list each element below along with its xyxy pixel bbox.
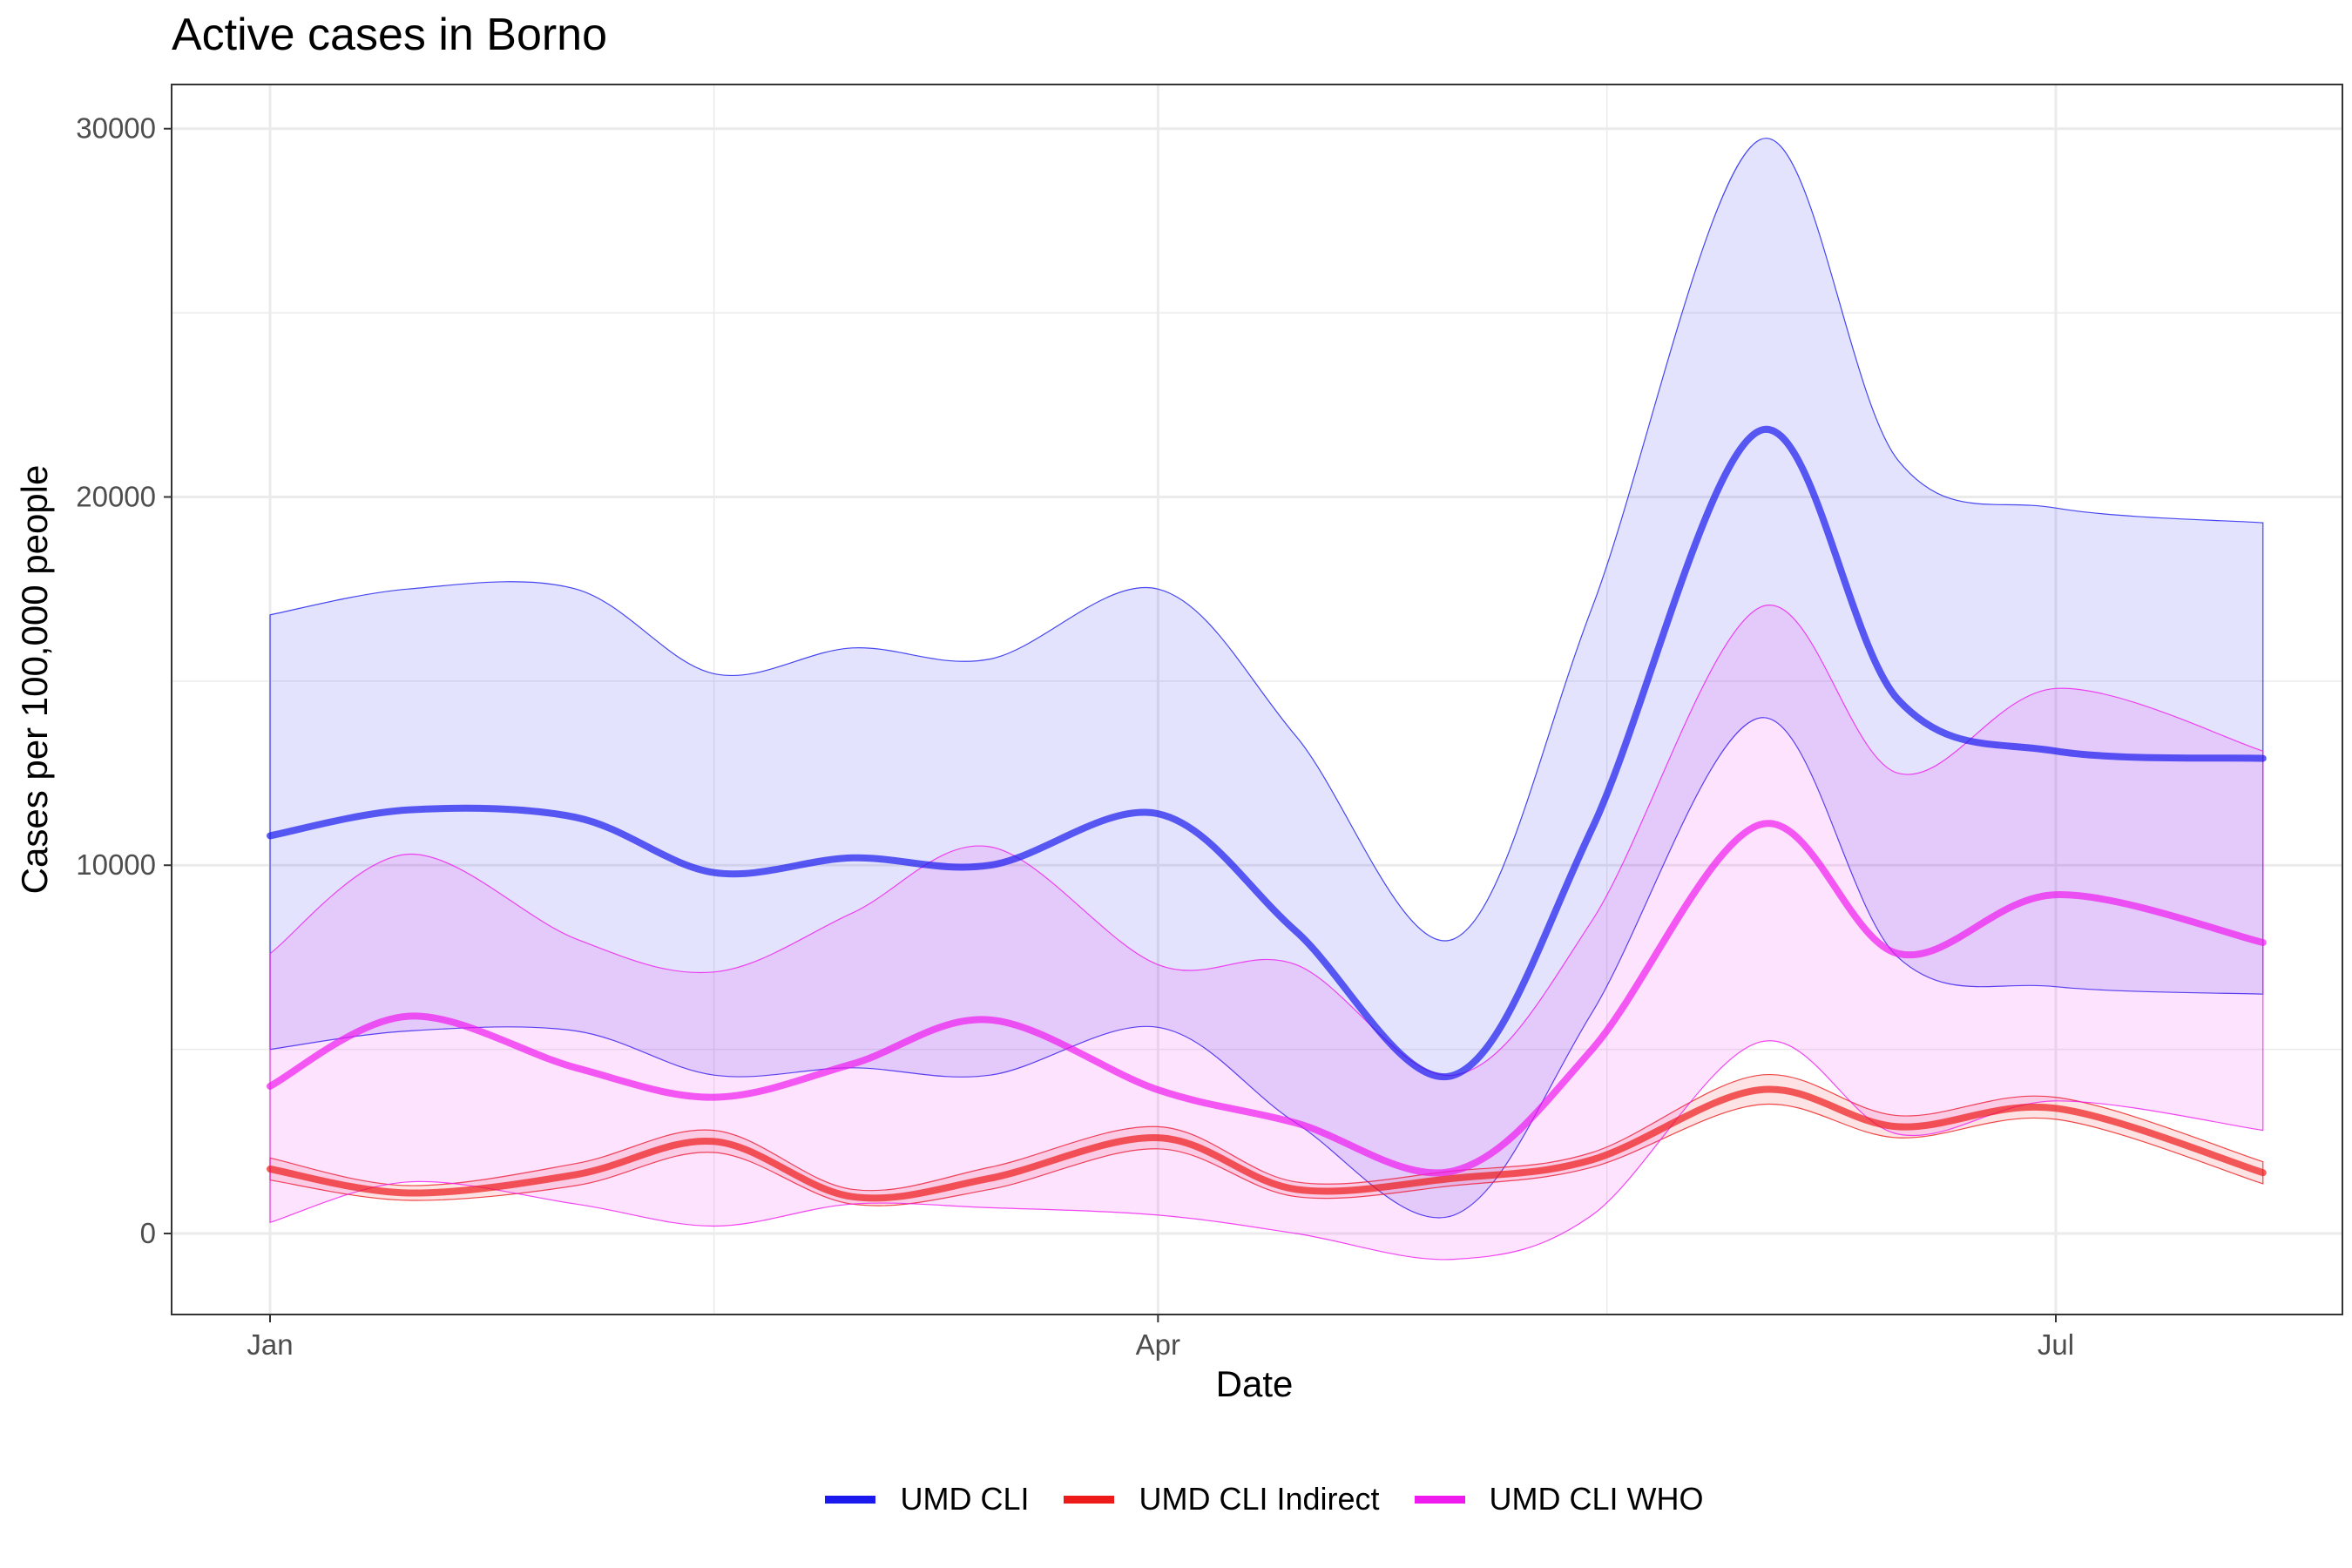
chart-title: Active cases in Borno [172,10,608,60]
y-axis-label: Cases per 100,000 people [14,464,55,895]
x-tick-label: Apr [1136,1328,1180,1361]
legend-item-umd-cli: UMD CLI [825,1481,1029,1517]
x-tick-label: Jul [2038,1328,2074,1361]
legend-item-umd-cli-who: UMD CLI WHO [1414,1481,1704,1517]
y-tick-label: 10000 [76,848,156,881]
legend-key-umd-cli-indirect [1064,1495,1115,1504]
y-tick-label: 20000 [76,480,156,512]
y-tick-label: 30000 [76,112,156,145]
y-axis: 0 10000 20000 30000 [76,112,172,1249]
band-umd-cli [269,138,2264,1219]
plot-border [171,84,2343,1315]
grid-lines [172,84,2342,1315]
series-lines [267,425,2267,1202]
legend-label: UMD CLI WHO [1489,1481,1704,1517]
legend: UMD CLI UMD CLI Indirect UMD CLI WHO [0,1481,2352,1517]
x-tick-label: Jan [247,1328,293,1361]
x-axis: Jan Apr Jul [247,1315,2074,1361]
legend-key-umd-cli [825,1495,876,1504]
plot-background [172,84,2342,1315]
legend-label: UMD CLI [900,1481,1030,1517]
legend-item-umd-cli-indirect: UMD CLI Indirect [1064,1481,1380,1517]
legend-key-umd-cli-who [1414,1495,1465,1504]
legend-label: UMD CLI Indirect [1139,1481,1380,1517]
x-axis-label: Date [1215,1363,1294,1404]
series-line-umd-cli-who [267,820,2267,1177]
y-tick-label: 0 [140,1217,156,1249]
series-line-umd-cli [267,425,2267,1081]
series-line-umd-cli-indirect [267,1085,2267,1202]
